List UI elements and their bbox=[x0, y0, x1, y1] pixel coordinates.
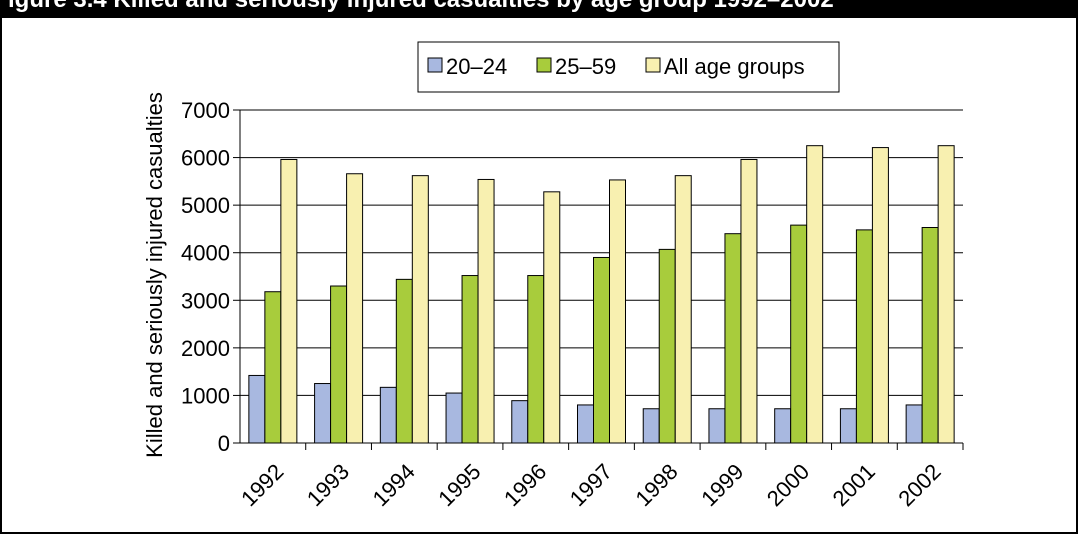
bar-3 bbox=[740, 158, 758, 444]
legend-swatch bbox=[645, 57, 661, 73]
bar-1 bbox=[774, 408, 792, 444]
x-tick-label: 1998 bbox=[630, 459, 682, 511]
bar-2 bbox=[790, 224, 808, 444]
x-tick-label: 1999 bbox=[696, 459, 748, 511]
bar-1 bbox=[511, 400, 529, 444]
x-tick-label: 1994 bbox=[368, 459, 420, 511]
y-tick-labels: 0 1000 2000 3000 4000 5000 6000 7000 bbox=[181, 98, 230, 456]
bar-2 bbox=[593, 256, 610, 444]
bar-3 bbox=[937, 145, 955, 444]
bar-3 bbox=[346, 173, 364, 444]
bar-3 bbox=[411, 175, 429, 444]
legend-swatch bbox=[536, 57, 552, 73]
bar-2 bbox=[658, 248, 676, 444]
chart-title: igure 3.4 Killed and seriously injured c… bbox=[8, 0, 834, 14]
legend-label: 25–59 bbox=[555, 54, 616, 79]
bar-2 bbox=[264, 291, 282, 444]
axes bbox=[233, 109, 964, 450]
y-tick-label: 1000 bbox=[181, 383, 230, 408]
bar-1 bbox=[379, 386, 397, 444]
x-tick-label: 1992 bbox=[236, 459, 288, 511]
bars bbox=[248, 145, 955, 444]
legend-box bbox=[417, 41, 840, 93]
y-tick-label: 4000 bbox=[181, 241, 230, 266]
x-tick-label: 2001 bbox=[828, 459, 880, 511]
bar-2 bbox=[724, 233, 742, 444]
x-tick-label: 2000 bbox=[762, 459, 814, 511]
y-tick-label: 3000 bbox=[181, 288, 230, 313]
bar-2 bbox=[395, 278, 413, 444]
legend-label: 20–24 bbox=[446, 54, 507, 79]
bar-2 bbox=[527, 275, 545, 444]
bar-3 bbox=[280, 158, 298, 444]
x-tick-label: 1995 bbox=[433, 459, 485, 511]
bar-3 bbox=[674, 175, 692, 444]
bar-2 bbox=[855, 229, 873, 444]
bar-2 bbox=[921, 227, 939, 444]
x-tick-labels: 1992 1993 1994 1995 1996 1997 1998 1999 2000 2001… bbox=[236, 459, 946, 511]
bar-2 bbox=[461, 275, 479, 444]
bar-3 bbox=[477, 178, 495, 444]
legend-label: All age groups bbox=[664, 54, 805, 79]
y-tick-label: 2000 bbox=[181, 336, 230, 361]
bar-1 bbox=[839, 408, 857, 444]
x-tick-label: 1993 bbox=[302, 459, 354, 511]
bar-1 bbox=[577, 404, 594, 444]
bar-3 bbox=[543, 191, 561, 444]
title-bar: igure 3.4 Killed and seriously injured c… bbox=[0, 0, 1078, 18]
legend-swatch bbox=[427, 57, 443, 73]
y-axis-label: Killed and seriously injured casualties bbox=[142, 92, 167, 458]
y-tick-label: 5000 bbox=[181, 193, 230, 218]
bar-1 bbox=[905, 404, 923, 444]
bar-1 bbox=[445, 392, 463, 444]
y-tick-label: 0 bbox=[218, 431, 230, 456]
bar-3 bbox=[609, 179, 626, 444]
y-tick-label: 7000 bbox=[181, 98, 230, 123]
x-tick-label: 1996 bbox=[499, 459, 551, 511]
legend: 20–24 25–59 All age groups bbox=[417, 41, 840, 93]
bar-2 bbox=[330, 285, 348, 444]
y-tick-label: 6000 bbox=[181, 146, 230, 171]
x-tick-label: 1997 bbox=[565, 459, 617, 511]
bar-3 bbox=[806, 145, 824, 444]
bar-1 bbox=[248, 374, 266, 444]
bar-1 bbox=[708, 408, 726, 444]
bar-1 bbox=[314, 383, 332, 444]
x-tick-label: 2002 bbox=[893, 459, 945, 511]
bar-3 bbox=[871, 147, 889, 444]
bar-1 bbox=[642, 408, 660, 444]
